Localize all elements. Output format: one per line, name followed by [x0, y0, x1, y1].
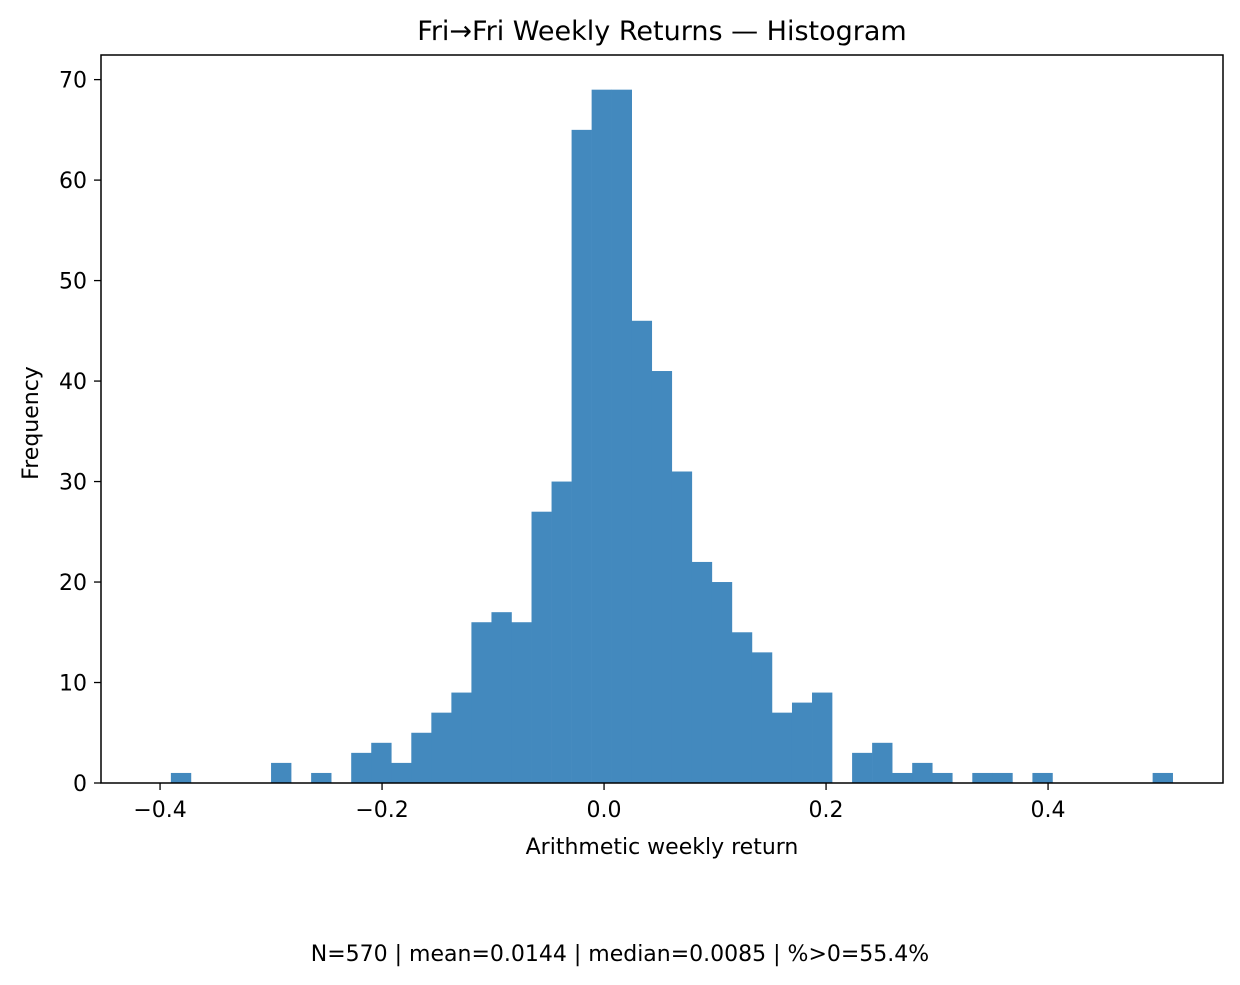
histogram-bar — [170, 772, 192, 783]
histogram-bar — [411, 732, 432, 783]
histogram-bar — [972, 772, 993, 783]
y-tick-label: 70 — [59, 69, 87, 94]
histogram-bar — [431, 712, 452, 783]
histogram-bar — [631, 320, 653, 783]
x-tick-label: −0.2 — [355, 798, 408, 823]
histogram-bars — [170, 89, 1173, 784]
y-tick-label: 30 — [59, 471, 87, 496]
histogram-bar — [932, 772, 953, 783]
histogram-bar — [912, 762, 933, 783]
x-tick-label: 0.0 — [587, 798, 622, 823]
histogram-bar — [311, 772, 332, 783]
histogram-bar — [852, 752, 873, 783]
histogram-bar — [491, 612, 512, 783]
y-axis-ticks: 0 10 20 30 40 50 60 70 — [59, 69, 101, 797]
histogram-bar — [872, 742, 893, 783]
histogram-bar — [591, 89, 612, 784]
y-tick-label: 40 — [59, 370, 87, 395]
plot-frame — [100, 54, 1224, 784]
histogram-bar — [751, 652, 773, 783]
y-tick-label: 0 — [73, 772, 87, 797]
histogram-bar — [711, 582, 733, 783]
x-axis-label: Arithmetic weekly return — [526, 835, 799, 860]
x-tick-label: 0.4 — [1031, 798, 1066, 823]
histogram-bar — [812, 692, 833, 783]
histogram-bar — [771, 712, 793, 783]
summary-stats-footer: N=570 | mean=0.0144 | median=0.0085 | %>… — [311, 942, 929, 967]
histogram-bar — [271, 762, 292, 783]
histogram-bar — [1032, 772, 1053, 783]
histogram-bar — [791, 702, 813, 783]
x-tick-label: −0.4 — [133, 798, 186, 823]
histogram-bar — [391, 762, 412, 783]
y-tick-label: 60 — [59, 169, 87, 194]
histogram-bar — [992, 772, 1013, 783]
histogram-bar — [651, 371, 673, 783]
y-tick-label: 50 — [59, 270, 87, 295]
histogram-bar — [611, 89, 632, 784]
histogram-bar — [451, 692, 472, 783]
y-tick-label: 10 — [59, 672, 87, 697]
histogram-bar — [571, 129, 592, 784]
histogram-bar — [731, 632, 753, 783]
histogram-bar — [471, 622, 492, 783]
y-tick-label: 20 — [59, 571, 87, 596]
histogram-bar — [531, 511, 552, 783]
histogram-bar — [671, 471, 693, 783]
x-axis-ticks: −0.4 −0.2 0.0 0.2 0.4 — [133, 783, 1066, 823]
histogram-bar — [551, 481, 572, 783]
histogram-bar — [691, 561, 713, 783]
histogram-bar — [892, 772, 913, 783]
histogram-bar — [371, 742, 392, 783]
histogram-bar — [351, 752, 372, 783]
histogram-bar — [1152, 772, 1173, 783]
histogram-bar — [511, 622, 532, 783]
y-axis-label: Frequency — [19, 366, 44, 480]
x-tick-label: 0.2 — [809, 798, 844, 823]
chart-title: Fri→Fri Weekly Returns — Histogram — [417, 16, 906, 47]
